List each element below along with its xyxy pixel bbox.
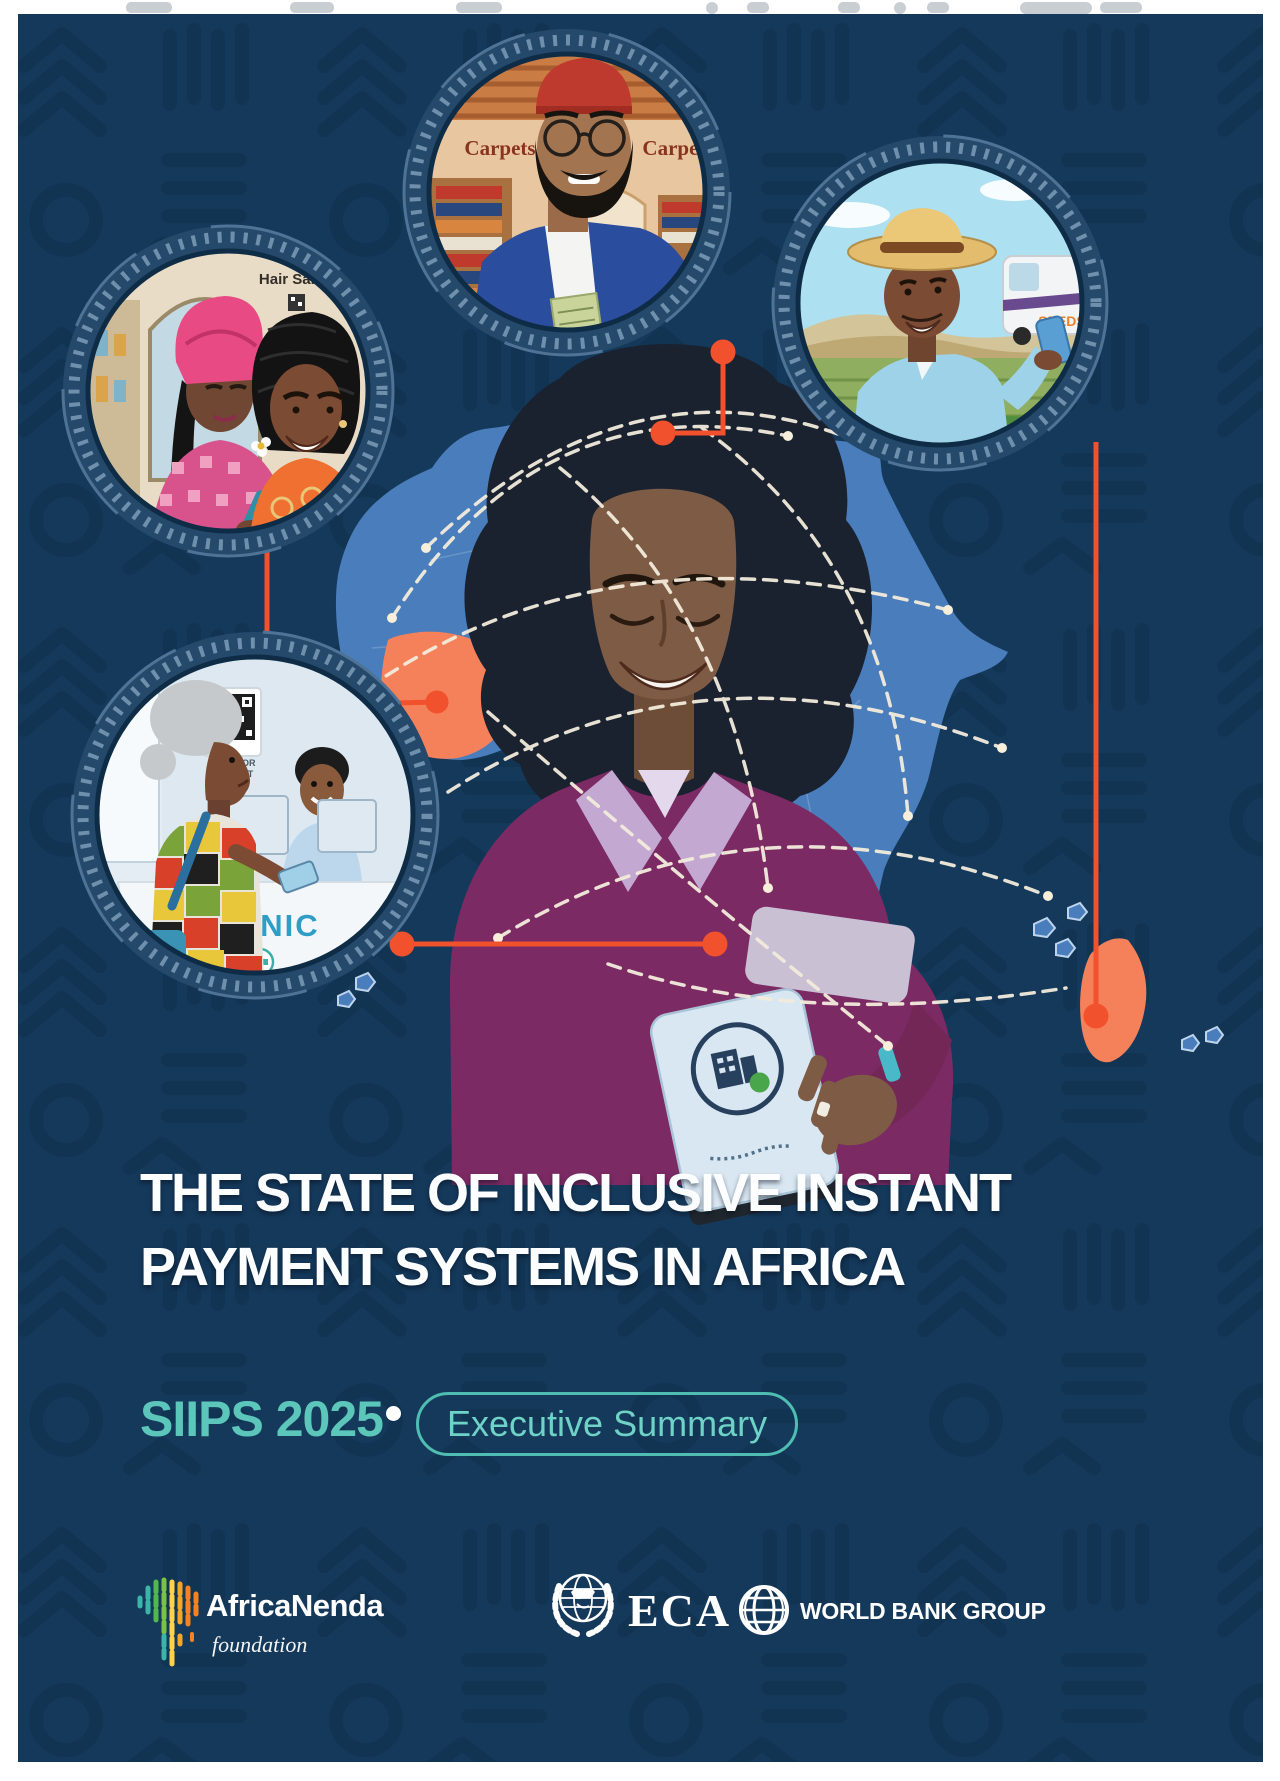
earring — [339, 420, 347, 428]
terminal-logo-ring — [690, 1022, 784, 1116]
connector-shop-tunisia — [663, 352, 726, 436]
connector-lines — [255, 339, 1109, 1029]
woman-nose — [658, 599, 667, 648]
vignette-clinic: SCAN FOR PAYMENT CLINIC — [70, 630, 440, 1000]
world-bank-globe-icon — [739, 1585, 789, 1635]
bracelet — [878, 1045, 901, 1082]
fez-hat — [536, 58, 632, 112]
flower — [251, 437, 271, 457]
separator-dot — [386, 1406, 401, 1421]
edition-label: SIIPS 2025 — [140, 1391, 384, 1447]
finger-ring — [816, 1101, 831, 1117]
merchant-figure — [470, 58, 700, 330]
vignette-carpet-shop: Carpets Carpets — [402, 27, 732, 357]
blazer-sash — [745, 906, 915, 1004]
inner-shirt — [638, 770, 690, 818]
payment-terminal — [649, 988, 843, 1225]
woman-face — [589, 488, 737, 700]
collar-left — [576, 770, 662, 892]
woman-closed-eyes — [609, 613, 721, 627]
un-eca-emblem-icon — [552, 1573, 614, 1637]
executive-summary-pill: Executive Summary — [416, 1392, 799, 1456]
africanenda-logo-icon — [137, 1577, 199, 1667]
network-arcs — [366, 410, 1068, 1048]
africanenda-logo-sub: foundation — [212, 1632, 308, 1657]
woman-neck — [634, 690, 694, 786]
farmer-figure — [847, 208, 1073, 445]
woman-hand — [798, 1045, 901, 1155]
eca-logo-name: ECA — [628, 1585, 732, 1636]
salon-qr-code — [288, 294, 305, 311]
vignette-farmer: SEEDS — [771, 134, 1109, 472]
patient-phone — [277, 860, 319, 894]
pink-headwrap — [175, 296, 263, 384]
africanenda-logo-name: AfricaNenda — [206, 1588, 384, 1623]
glasses — [543, 119, 626, 157]
world-bank-logo-name: WORLD BANK GROUP — [800, 1598, 1046, 1624]
bag-strap — [167, 811, 211, 911]
clinic-patient — [140, 680, 319, 973]
title-line-2: PAYMENT SYSTEMS IN AFRICA — [140, 1237, 906, 1297]
vignette-hair-salon: Flair Hair Salon — [61, 224, 395, 558]
clinic-monitor-right — [317, 799, 377, 853]
carpets-sign-left: Carpets — [464, 136, 535, 160]
title-line-1: THE STATE OF INCLUSIVE INSTANT — [140, 1163, 1012, 1223]
cover-title: THE STATE OF INCLUSIVE INSTANT PAYMENT S… — [140, 1156, 1060, 1304]
page-margin-pattern — [126, 2, 1142, 14]
